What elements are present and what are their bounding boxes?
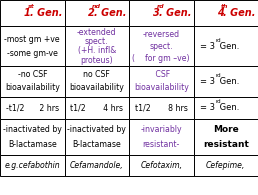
Bar	[194, 119, 258, 155]
Text: Gen.: Gen.	[217, 103, 239, 112]
Text: . Gen.: . Gen.	[94, 8, 126, 18]
Text: resistant-: resistant-	[143, 140, 180, 149]
Text: = 3: = 3	[200, 42, 215, 51]
Text: -inactivated by: -inactivated by	[67, 125, 126, 134]
Text: rd: rd	[215, 38, 221, 43]
Text: 2: 2	[88, 8, 95, 18]
Bar	[129, 155, 194, 176]
Text: (    for gm –ve): ( for gm –ve)	[133, 54, 190, 63]
Bar	[0, 0, 64, 26]
Text: st: st	[27, 4, 34, 9]
Text: More: More	[213, 125, 239, 134]
Text: resistant: resistant	[203, 140, 249, 149]
Bar	[0, 26, 64, 66]
Bar	[129, 119, 194, 155]
Bar	[194, 26, 258, 66]
Bar	[129, 66, 194, 97]
Text: spect.: spect.	[149, 42, 173, 51]
Text: Gen.: Gen.	[217, 77, 239, 86]
Text: . Gen.: . Gen.	[158, 8, 191, 18]
Bar	[0, 66, 64, 97]
Text: th: th	[221, 4, 229, 9]
Text: -invariably: -invariably	[140, 125, 182, 134]
Bar	[64, 119, 129, 155]
Text: bioavailability: bioavailability	[5, 83, 60, 92]
Text: -most gm +ve: -most gm +ve	[4, 35, 60, 43]
Text: B-lactamase: B-lactamase	[8, 140, 57, 149]
Bar	[194, 155, 258, 176]
Bar	[64, 66, 129, 97]
Text: bioavailability: bioavailability	[69, 83, 124, 92]
Text: nd: nd	[92, 4, 101, 9]
Text: -extended: -extended	[77, 28, 117, 37]
Bar	[0, 97, 64, 119]
Text: no CSF: no CSF	[83, 70, 110, 79]
Text: t1/2       8 hrs: t1/2 8 hrs	[135, 103, 188, 112]
Text: . Gen.: . Gen.	[29, 8, 62, 18]
Text: Cefamandole,: Cefamandole,	[70, 161, 124, 170]
Text: -reversed: -reversed	[143, 30, 180, 39]
Text: rd: rd	[215, 73, 221, 78]
Text: . Gen.: . Gen.	[223, 8, 255, 18]
Bar	[129, 0, 194, 26]
Text: = 3: = 3	[200, 77, 215, 86]
Bar	[0, 119, 64, 155]
Text: spect.: spect.	[85, 37, 109, 46]
Text: 3: 3	[153, 8, 160, 18]
Text: rd: rd	[156, 4, 164, 9]
Text: rd: rd	[215, 99, 221, 104]
Text: 1: 1	[24, 8, 31, 18]
Bar	[194, 97, 258, 119]
Bar	[0, 155, 64, 176]
Text: 4: 4	[217, 8, 224, 18]
Bar	[64, 26, 129, 66]
Text: -no CSF: -no CSF	[18, 70, 47, 79]
Text: Cefotaxim,: Cefotaxim,	[140, 161, 182, 170]
Text: Cefepime,: Cefepime,	[206, 161, 245, 170]
Bar	[64, 97, 129, 119]
Text: bioavailability: bioavailability	[134, 83, 189, 92]
Bar	[129, 97, 194, 119]
Text: (+H. infl&: (+H. infl&	[78, 46, 116, 55]
Text: e.g.cefabothin: e.g.cefabothin	[4, 161, 60, 170]
Text: proteus): proteus)	[80, 56, 113, 65]
Bar	[64, 0, 129, 26]
Text: -inactivated by: -inactivated by	[3, 125, 62, 134]
Text: = 3: = 3	[200, 103, 215, 112]
Bar	[194, 0, 258, 26]
Text: -some gm-ve: -some gm-ve	[7, 49, 58, 58]
Text: Gen.: Gen.	[217, 42, 239, 51]
Text: -t1/2      2 hrs: -t1/2 2 hrs	[6, 103, 59, 112]
Bar	[64, 155, 129, 176]
Bar	[129, 26, 194, 66]
Text: t1/2       4 hrs: t1/2 4 hrs	[70, 103, 123, 112]
Text: B-lactamase: B-lactamase	[72, 140, 121, 149]
Bar	[194, 66, 258, 97]
Text: CSF: CSF	[153, 70, 170, 79]
